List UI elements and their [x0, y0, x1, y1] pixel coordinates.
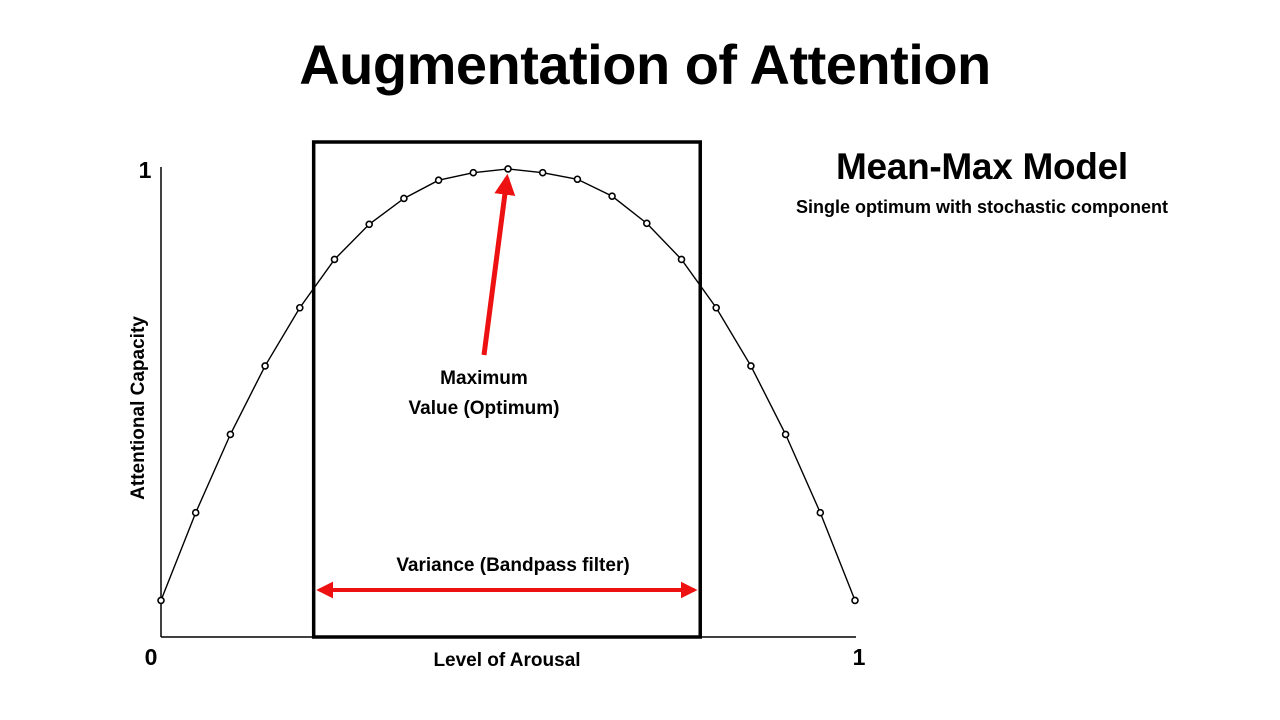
data-point: [712, 303, 721, 312]
data-point: [469, 168, 478, 177]
bandpass-box: [311, 140, 702, 639]
model-subtitle: Single optimum with stochastic component: [796, 197, 1169, 217]
data-point: [781, 430, 790, 439]
peak-arrow: [481, 173, 516, 356]
x-tick-label-1: 1: [853, 644, 866, 670]
y-axis-label: Attentional Capacity: [128, 316, 149, 500]
peak-label-line1: Maximum: [440, 368, 528, 389]
data-point: [157, 596, 165, 605]
data-point: [365, 220, 374, 229]
data-point: [330, 255, 339, 264]
data-points: [157, 165, 859, 605]
data-point: [226, 430, 235, 439]
data-point: [191, 508, 200, 517]
data-point: [747, 362, 755, 370]
data-point: [573, 175, 582, 184]
data-point: [261, 362, 269, 370]
peak-label-line2: Value (Optimum): [409, 398, 560, 419]
data-point: [642, 219, 651, 228]
data-point: [677, 255, 686, 264]
y-tick-label-1: 1: [139, 157, 152, 183]
x-axis-label: Level of Arousal: [433, 650, 580, 671]
x-tick-label-0: 0: [145, 644, 158, 670]
data-point: [538, 168, 547, 177]
data-point: [816, 508, 825, 517]
data-point: [608, 192, 616, 200]
data-point: [295, 303, 304, 312]
slide-title: Augmentation of Attention: [299, 33, 991, 96]
data-point: [851, 596, 859, 605]
data-point: [400, 194, 408, 203]
data-point: [504, 165, 512, 173]
data-point: [434, 176, 443, 184]
model-title: Mean-Max Model: [836, 146, 1128, 187]
variance-label: Variance (Bandpass filter): [396, 555, 629, 576]
